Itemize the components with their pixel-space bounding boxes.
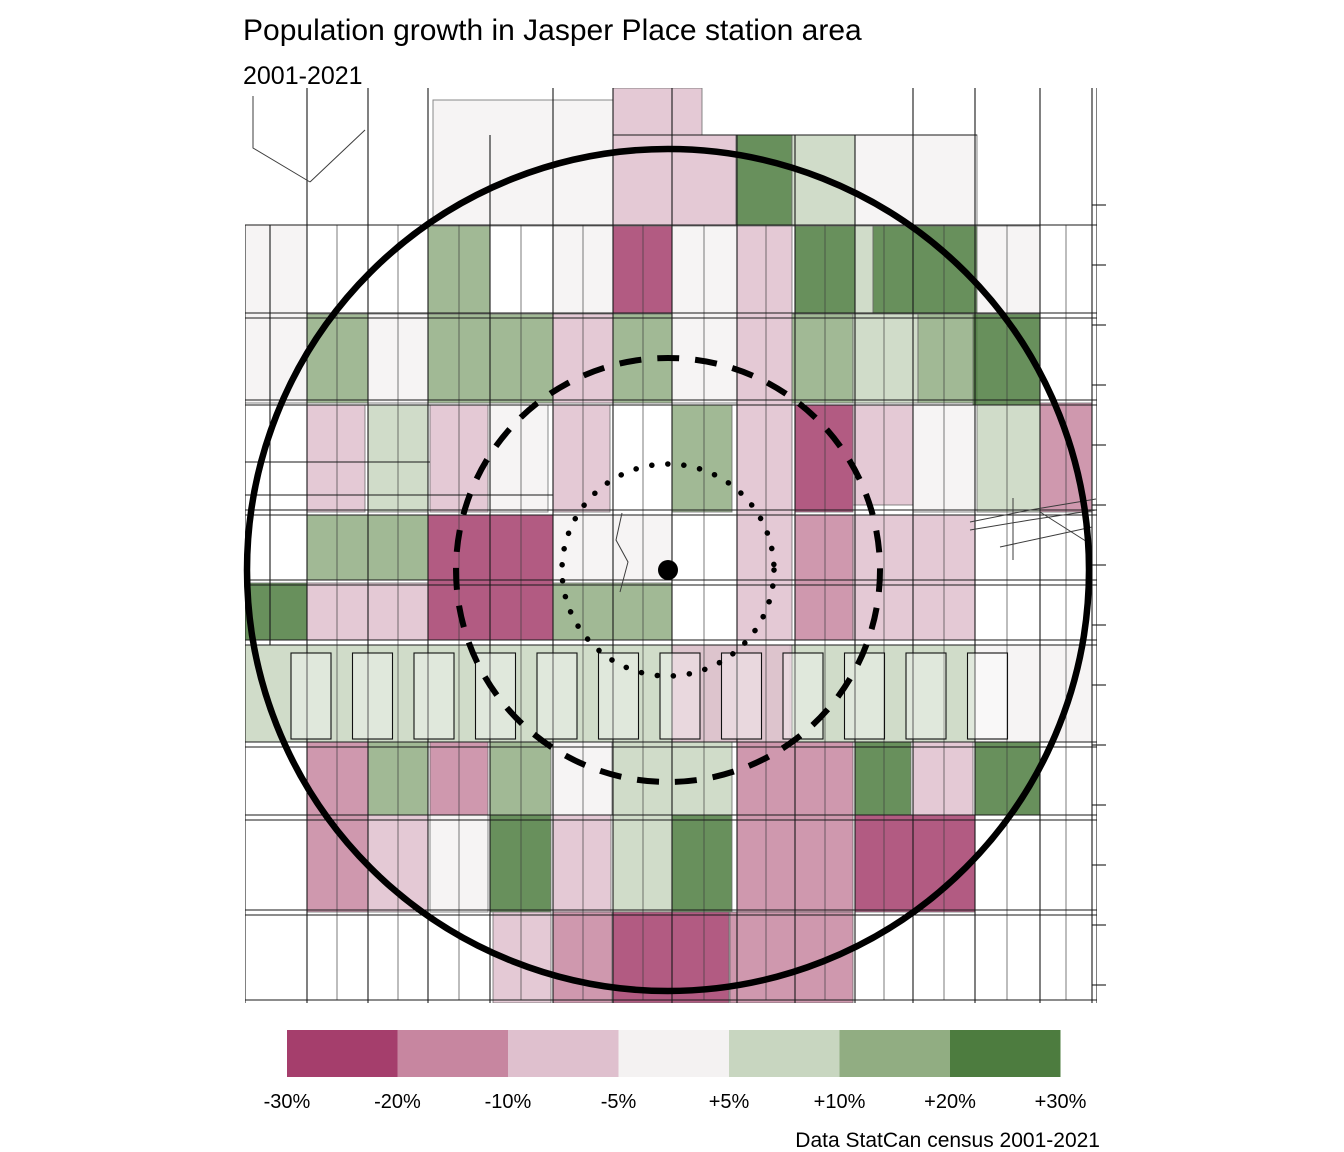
legend-swatch [729,1030,840,1077]
chart-title: Population growth in Jasper Place statio… [243,14,862,47]
census-block [306,404,366,513]
census-block [612,88,673,227]
census-block [671,88,703,136]
census-block [854,134,978,227]
census-block [854,741,912,816]
minor-road [969,509,1097,531]
legend-label: +30% [1035,1091,1087,1113]
census-block [306,313,369,404]
census-block [489,404,549,513]
band-parcel-outline [782,652,824,740]
minor-road [615,512,629,593]
parcel-outline-layer [290,652,1009,740]
legend-swatch [397,1030,508,1077]
census-block [976,225,1041,315]
census-block [736,404,793,641]
minor-road [999,526,1093,548]
band-parcel-outline [536,652,578,740]
band-parcel-outline [597,652,640,740]
legend-swatch [287,1030,398,1077]
census-block [791,313,854,404]
census-block [612,814,673,913]
color-legend: -30% -20% -10% -5% +5% +10% +20% +30% [264,1030,1087,1113]
street-grid-layer [245,88,1097,1003]
census-block [917,313,978,404]
census-block [612,225,673,315]
chart-caption: Data StatCan census 2001-2021 [795,1129,1100,1152]
minor-road [252,96,311,183]
census-block [972,313,1041,406]
census-block [552,741,613,816]
census-block [735,134,793,227]
census-block [552,814,612,913]
census-block [671,814,733,913]
band-parcel-outline [905,652,947,740]
legend-label: -10% [485,1091,532,1113]
legend-label: -20% [374,1091,421,1113]
map-edge-ticks [1092,204,1106,986]
legend-label: +5% [709,1091,750,1113]
band-parcel-outline [290,652,332,740]
census-block [489,814,552,913]
station-marker-dot [658,560,678,580]
middle-ring [453,355,883,785]
legend-swatch [618,1030,729,1077]
map-layer [245,88,1097,1003]
minor-road [309,129,366,183]
census-block [912,741,974,816]
census-block [671,404,733,513]
census-block [854,814,976,913]
band-parcel-outline [720,652,763,740]
census-block [489,741,552,816]
minor-road-layer [252,96,1097,593]
legend-swatch [508,1030,619,1077]
census-block [552,404,611,513]
census-block [974,741,1041,816]
census-block [852,404,914,506]
legend-label: -5% [601,1091,637,1113]
walkshed-rings [243,145,1093,995]
census-block [671,225,738,404]
band-parcel-outline [966,652,1009,740]
census-block [671,741,733,816]
chart-subtitle: 2001-2021 [243,62,363,90]
inner-ring [559,461,777,679]
legend-label: +20% [924,1091,976,1113]
legend-swatch [839,1030,950,1077]
legend-swatch [950,1030,1061,1077]
band-parcel-outline [843,652,886,740]
minor-road [969,498,1097,523]
band-parcel-outline [659,652,701,740]
band-parcel-outline [413,652,455,740]
census-block [852,313,919,404]
census-block [794,514,854,641]
census-block [736,225,793,406]
outer-ring [243,145,1093,995]
census-block [552,911,613,1003]
census-block [671,644,793,743]
legend-label: -30% [264,1091,311,1113]
census-block [854,225,874,315]
legend-label: +10% [814,1091,866,1113]
minor-road [1039,511,1093,546]
census-block [976,404,1041,513]
band-parcel-outline [351,652,394,740]
census-block [794,404,854,513]
